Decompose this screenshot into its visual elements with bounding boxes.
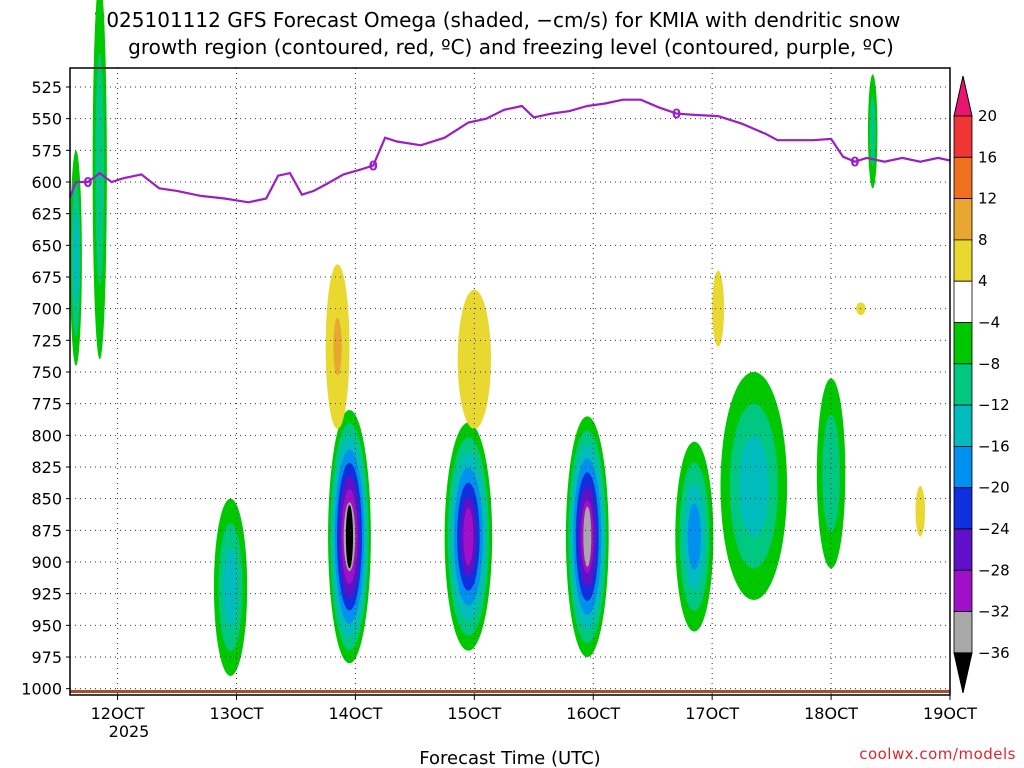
colorbar-swatch-10 [953, 487, 973, 530]
omega-region-4-layer-6 [463, 508, 474, 566]
colorbar-label-13: −36 [978, 644, 1010, 662]
colorbar-swatch-1 [953, 115, 973, 158]
colorbar-label-0: 20 [978, 107, 997, 125]
plot-area [70, 68, 950, 695]
colorbar-swatch-5 [953, 280, 973, 323]
colorbar-label-2: 12 [978, 190, 997, 208]
y-tick-label-525: 525 [31, 78, 62, 97]
colorbar-label-4: 4 [978, 272, 988, 290]
y-tick-label-950: 950 [31, 616, 62, 635]
rising-region-1 [457, 289, 491, 429]
y-tick-label-675: 675 [31, 268, 62, 287]
freezing-level-line [68, 98, 951, 204]
omega-region-0-layer-2 [73, 210, 79, 306]
y-tick-label-800: 800 [31, 426, 62, 445]
y-tick-label-725: 725 [31, 331, 62, 350]
x-tick-label-14oct: 14OCT [328, 704, 382, 723]
omega-region-5-layer-7 [583, 506, 592, 567]
x-tick-label-15oct: 15OCT [447, 704, 501, 723]
rising-region-4 [915, 486, 926, 537]
terrain-surface [70, 689, 950, 693]
y-tick-label-850: 850 [31, 490, 62, 509]
colorbar-swatch-6 [953, 322, 973, 365]
colorbar-label-8: −16 [978, 437, 1010, 455]
omega-region-9-layer-1 [869, 96, 876, 167]
colorbar-swatch-2 [953, 156, 973, 200]
freezing-level-label-2: 0 [672, 108, 681, 123]
colorbar-label-6: −8 [978, 355, 1000, 373]
colorbar-swatch-11 [953, 528, 973, 571]
colorbar-label-11: −28 [978, 561, 1010, 579]
y-tick-label-825: 825 [31, 458, 62, 477]
freezing-level-contour: 0 0 0 0 [68, 98, 951, 204]
y-tick-label-550: 550 [31, 110, 62, 129]
x-tick-label-13oct: 13OCT [210, 704, 264, 723]
colorbar-label-7: −12 [978, 396, 1010, 414]
grid-lines [70, 68, 951, 695]
colorbar-label-5: −4 [978, 314, 1000, 332]
y-tick-label-975: 975 [31, 648, 62, 667]
colorbar-swatch-4 [953, 239, 973, 282]
colorbar-swatch-8 [953, 404, 973, 447]
colorbar-label-1: 16 [978, 148, 997, 166]
colorbar: 20 16 12 8 4 −4 −8 −12 −16 −20 −24 −28 −32 −36 [953, 75, 1010, 694]
x-axis-ticks: 12OCT 13OCT 14OCT 15OCT 16OCT 17OCT 18OCT 19OCT [91, 695, 977, 723]
y-tick-label-625: 625 [31, 205, 62, 224]
omega-region-1-layer-1 [95, 52, 105, 287]
omega-shading-layer [70, 0, 926, 676]
x-tick-label-17oct: 17OCT [685, 704, 739, 723]
colorbar-top-arrow [953, 75, 973, 117]
y-tick-label-775: 775 [31, 395, 62, 414]
y-axis-ticks: 525 550 575 600 625 650 675 700 725 750 775 800 825 8… [21, 78, 70, 699]
x-tick-label-16oct: 16OCT [566, 704, 620, 723]
colorbar-swatch-7 [953, 363, 973, 406]
colorbar-label-12: −32 [978, 603, 1010, 621]
y-tick-label-875: 875 [31, 521, 62, 540]
colorbar-bottom-arrow [953, 652, 973, 694]
chart-title-line-2: growth region (contoured, red, ºC) and f… [128, 35, 894, 59]
freezing-level-label-1: 0 [369, 160, 378, 175]
colorbar-label-9: −20 [978, 479, 1010, 497]
x-tick-label-19oct: 19OCT [923, 704, 977, 723]
chart-title-line-1: 2025101112 GFS Forecast Omega (shaded, −… [94, 8, 901, 32]
y-tick-label-900: 900 [31, 553, 62, 572]
colorbar-swatch-13 [953, 611, 973, 654]
colorbar-swatch-3 [953, 198, 973, 241]
x-axis-year-label: 2025 [109, 722, 150, 741]
colorbar-label-10: −24 [978, 520, 1010, 538]
omega-region-7-layer-2 [738, 435, 769, 537]
rising-region-0-core [333, 317, 342, 376]
y-tick-label-925: 925 [31, 585, 62, 604]
omega-region-3-layer-8 [345, 505, 354, 569]
plot-frame [69, 67, 951, 696]
y-tick-label-600: 600 [31, 173, 62, 192]
omega-region-6-layer-3 [687, 503, 701, 570]
y-tick-label-650: 650 [31, 236, 62, 255]
omega-region-2-layer-2 [223, 547, 238, 627]
y-tick-label-700: 700 [31, 300, 62, 319]
freezing-level-label-3: 0 [850, 156, 859, 171]
x-axis-title: Forecast Time (UTC) [419, 748, 600, 768]
y-tick-label-575: 575 [31, 141, 62, 160]
terrain-fill [70, 689, 950, 693]
x-tick-label-18oct: 18OCT [804, 704, 858, 723]
colorbar-label-3: 8 [978, 231, 988, 249]
colorbar-swatch-9 [953, 445, 973, 489]
y-tick-label-750: 750 [31, 363, 62, 382]
rising-region-2 [712, 270, 725, 347]
freezing-level-label-0: 0 [83, 176, 92, 191]
x-tick-label-12oct: 12OCT [91, 704, 145, 723]
colorbar-swatch-12 [953, 569, 973, 612]
y-tick-label-1000: 1000 [21, 680, 62, 699]
credit-link[interactable]: coolwx.com/models [859, 745, 1016, 763]
